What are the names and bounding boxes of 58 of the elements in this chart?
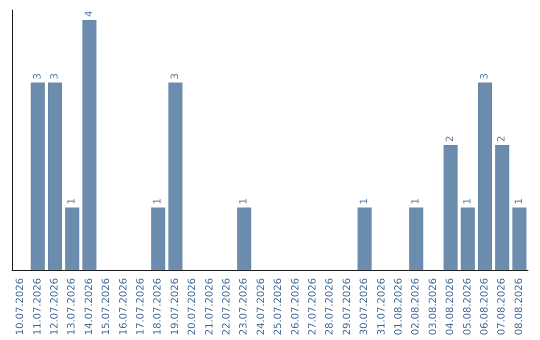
bar [495,145,510,270]
bar [82,20,96,270]
bar [151,208,166,270]
bar [30,82,45,270]
bar [460,208,475,270]
data-label: 3 [170,73,181,80]
x-tick-label: 05.08.2026 [462,278,474,336]
bar [358,208,372,270]
x-tick-label: 07.08.2026 [496,278,508,336]
x-tick-label: 30.07.2026 [359,278,370,336]
x-tick-label: 04.08.2026 [445,278,456,336]
data-label: 1 [462,198,474,204]
x-tick-label: 17.07.2026 [136,278,146,336]
x-tick-label: 01.08.2026 [394,278,404,336]
x-tick-label: 13.07.2026 [66,278,78,336]
data-label: 3 [50,73,60,80]
x-tick-label: 26.07.2026 [290,278,302,336]
x-tick-label: 03.08.2026 [428,278,439,336]
x-tick-label: 24.07.2026 [256,278,267,336]
x-tick-label: 10.07.2026 [15,278,26,336]
x-tick-label: 29.07.2026 [342,278,353,336]
x-tick-label: 16.07.2026 [118,278,130,336]
x-tick-label: 31.07.2026 [376,278,388,336]
x-tick-label: 20.07.2026 [187,278,198,336]
data-label: 4 [84,10,95,17]
x-tick-label: 22.07.2026 [222,278,232,336]
x-tick-label: 25.07.2026 [273,278,284,336]
data-label: 1 [238,198,250,204]
data-label: 1 [66,198,78,204]
x-tick-label: 08.08.2026 [514,278,525,336]
x-tick-label: 15.07.2026 [101,278,112,336]
x-tick-label: 18.07.2026 [152,278,164,336]
bar [478,82,492,270]
data-label: 3 [32,73,44,80]
x-tick-label: 06.08.2026 [480,278,490,336]
x-tick-label: 12.07.2026 [50,278,60,336]
bar [48,82,62,270]
bar [409,208,424,270]
x-tick-label: 19.07.2026 [170,278,181,336]
bar [444,145,458,270]
x-tick-label: 23.07.2026 [238,278,250,336]
bar [512,208,526,270]
data-label: 1 [152,198,164,204]
data-label: 2 [445,136,456,142]
x-tick-label: 28.07.2026 [324,278,336,336]
data-label: 1 [514,198,525,204]
x-tick-label: 27.07.2026 [308,278,318,336]
bar [237,208,252,270]
data-label: 3 [480,73,490,80]
x-tick-label: 21.07.2026 [204,278,216,336]
data-label: 1 [410,198,422,204]
data-label: 1 [359,198,370,204]
x-tick-label: 14.07.2026 [84,278,95,336]
data-label: 2 [496,136,508,142]
x-tick-label: 11.07.2026 [32,278,44,336]
x-tick-label: 02.08.2026 [410,278,422,336]
bar [65,208,80,270]
bar [168,82,182,270]
